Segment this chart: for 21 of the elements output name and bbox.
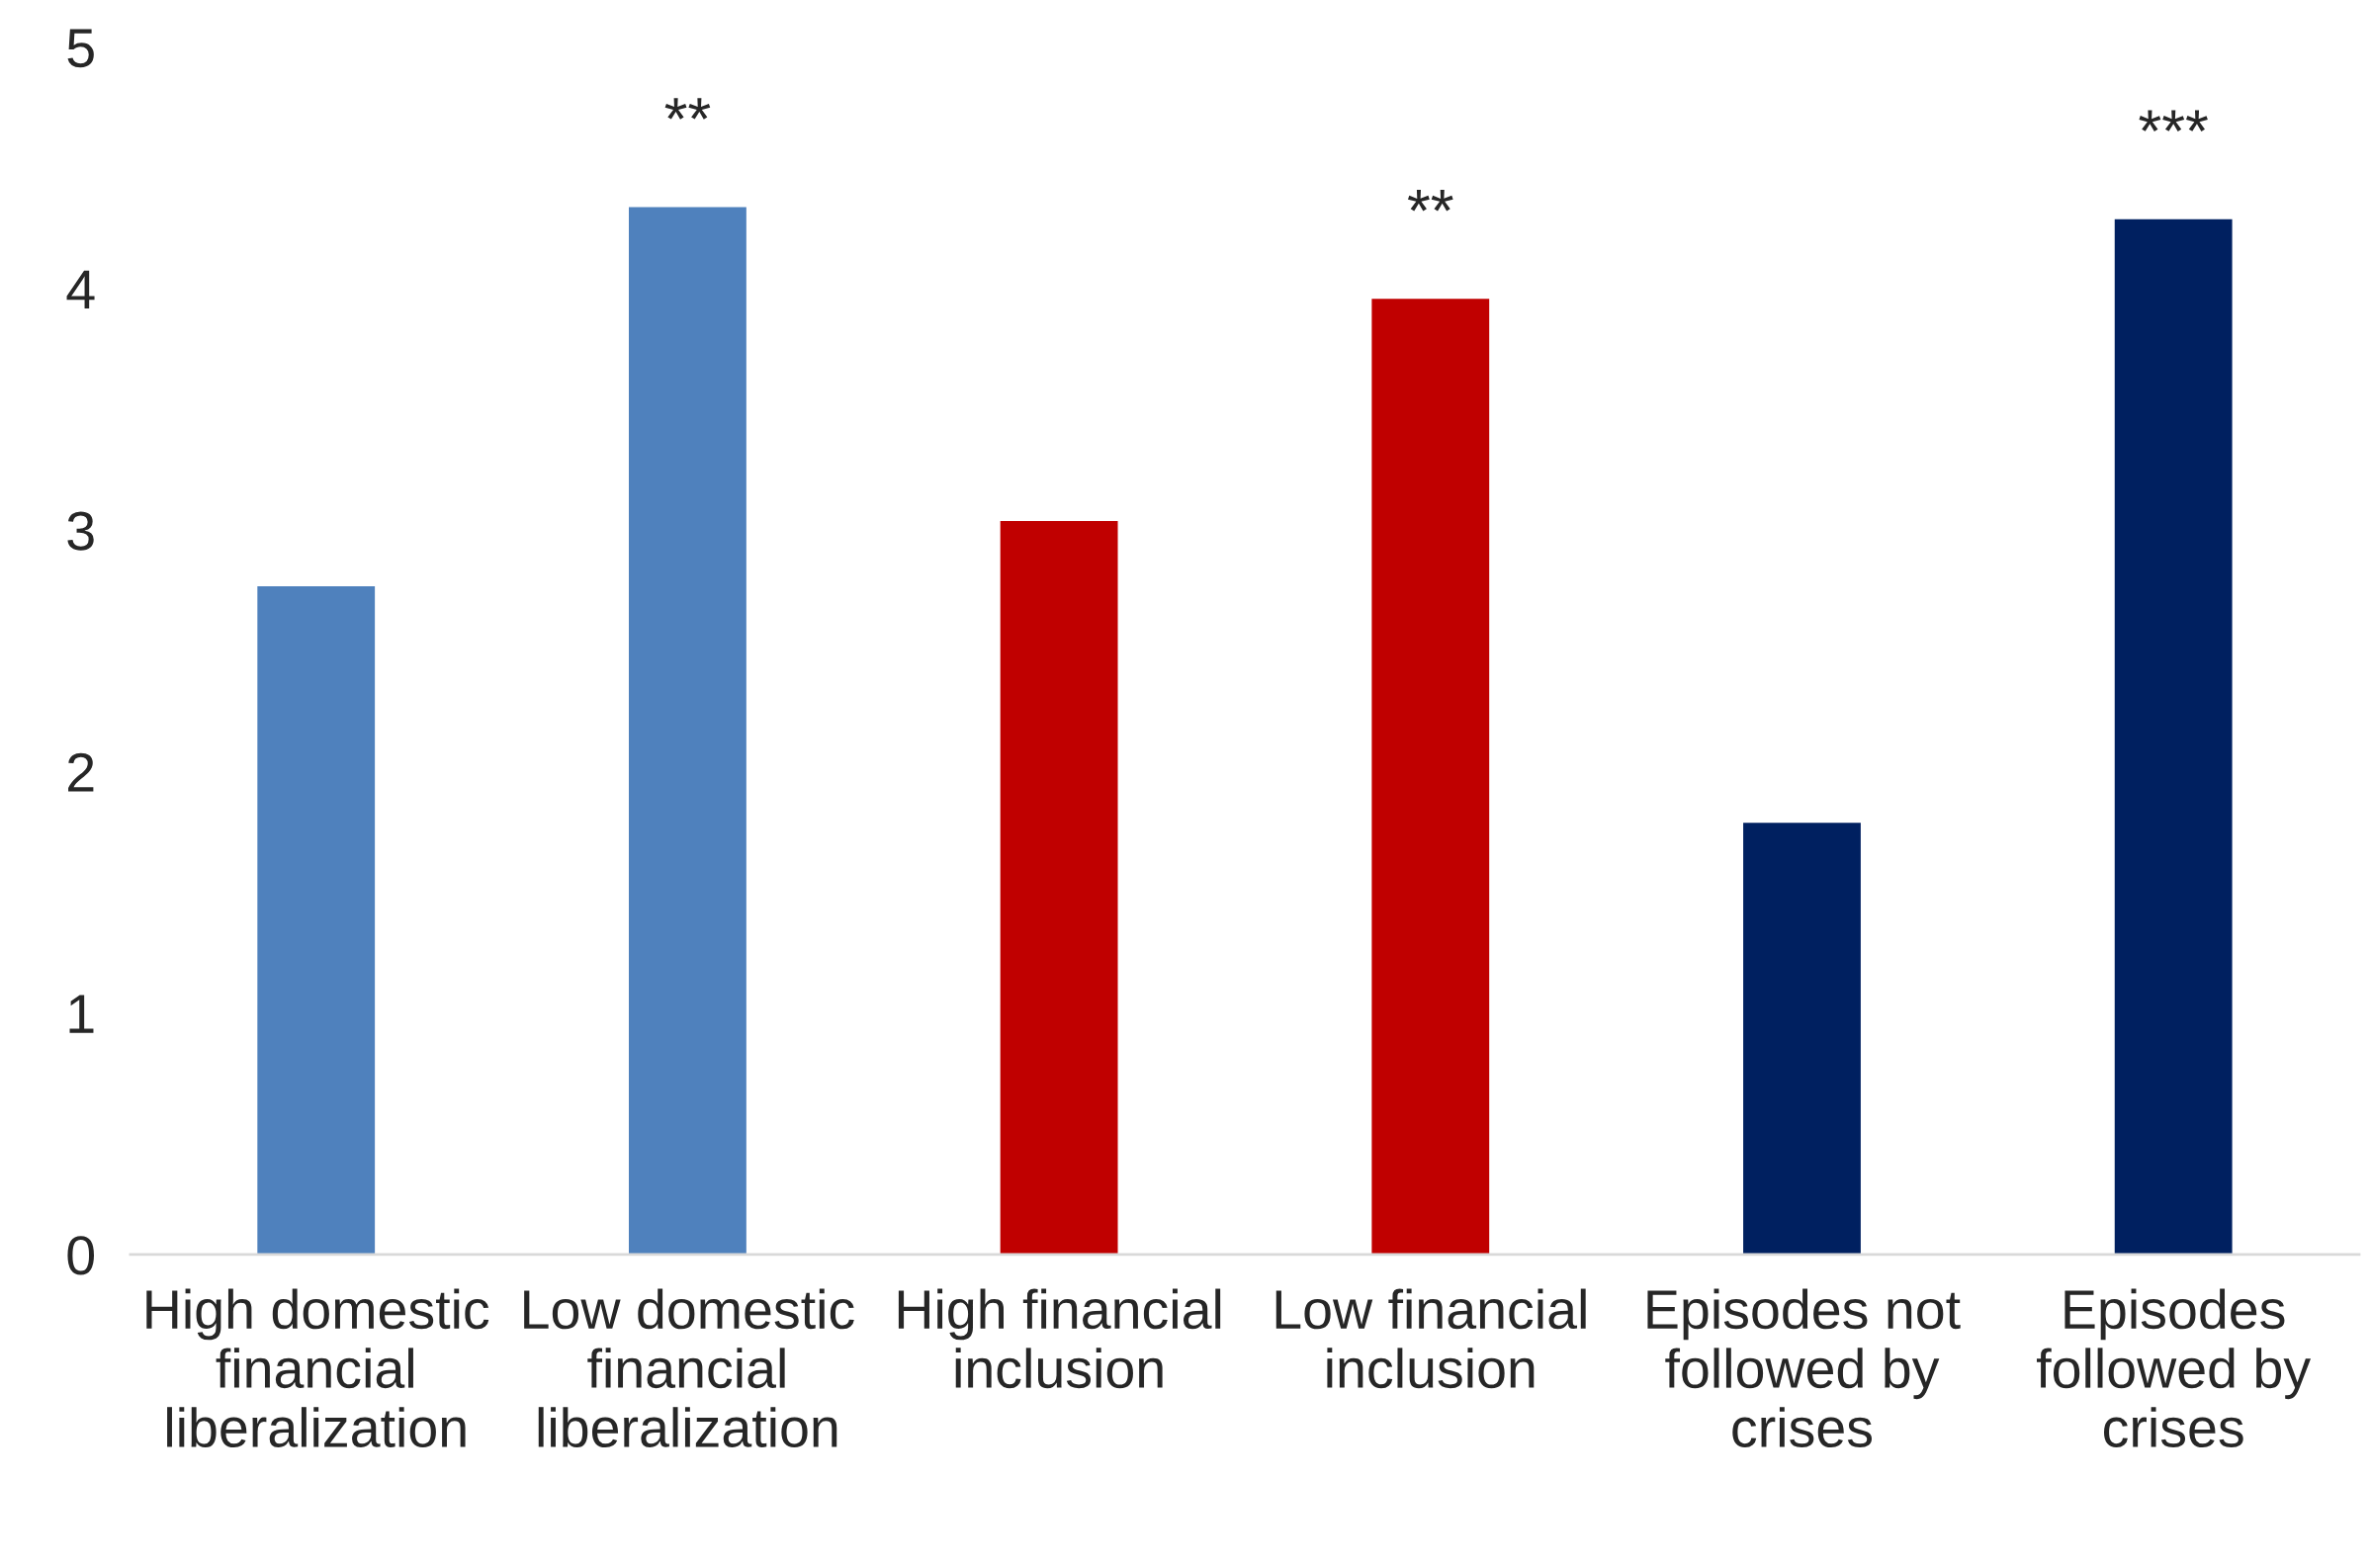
x-tick-label: High domestic financial liberalization <box>146 1288 489 1448</box>
y-tick-label: 5 <box>67 29 94 68</box>
y-tick-label: 3 <box>67 511 94 551</box>
x-tick-label: High financial inclusion <box>898 1288 1221 1389</box>
y-tick-label: 4 <box>66 270 95 308</box>
y-tick-label: 0 <box>67 1236 94 1275</box>
y-tick-label: 2 <box>68 752 94 792</box>
x-tick-label: Low financial inclusion <box>1275 1288 1586 1389</box>
x-tick-label: Episodes followed by crises <box>2036 1288 2312 1448</box>
bar <box>1741 821 1863 1255</box>
annotation: ** <box>1407 190 1453 212</box>
x-tick-label: Episodes not followed by crises <box>1647 1288 1961 1448</box>
bar <box>999 519 1119 1255</box>
y-tick-label: 1 <box>69 995 94 1033</box>
annotation: *** <box>2139 110 2208 131</box>
bar <box>2113 218 2234 1255</box>
bar <box>255 584 377 1255</box>
x-tick-label: Low domestic financial liberalization <box>524 1288 854 1448</box>
annotation: ** <box>664 98 711 120</box>
bar <box>627 206 748 1255</box>
bar <box>1369 297 1491 1255</box>
